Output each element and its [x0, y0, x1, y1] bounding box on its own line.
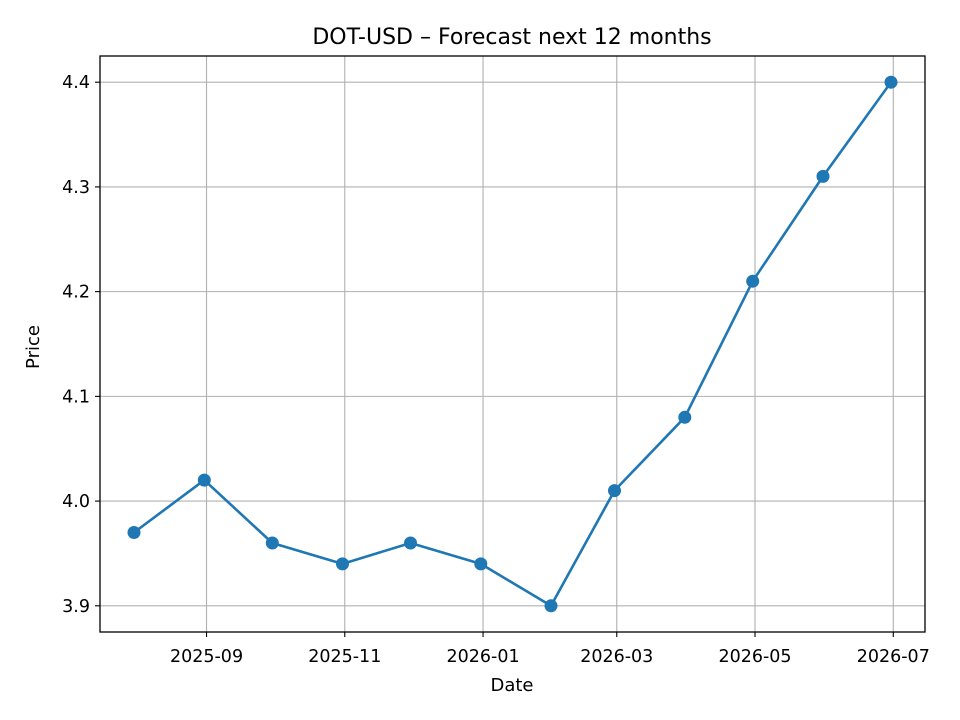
- y-tick-label: 4.3: [62, 178, 90, 198]
- plot-frame: [99, 55, 926, 633]
- x-axis-label: Date: [490, 675, 533, 696]
- data-point: [197, 473, 211, 487]
- x-tick-label: 2026-03: [580, 647, 653, 667]
- x-tick-label: 2026-07: [857, 647, 930, 667]
- data-point: [816, 169, 830, 183]
- x-tick-label: 2025-11: [308, 647, 381, 667]
- x-tick-label: 2026-01: [446, 647, 519, 667]
- y-tick-label: 4.1: [62, 387, 90, 407]
- data-point: [746, 274, 760, 288]
- x-tick-label: 2025-09: [170, 647, 243, 667]
- series-layer: [127, 75, 898, 613]
- y-tick-label: 4.2: [62, 283, 90, 303]
- x-tick-label: 2026-05: [718, 647, 791, 667]
- data-point: [608, 484, 621, 498]
- y-axis-label: Price: [23, 325, 44, 369]
- x-axis: 2025-09 2025-11 2026-01 2026-03 2026-05 2026-…: [170, 632, 930, 667]
- grid: [100, 56, 925, 632]
- data-point: [884, 75, 898, 89]
- chart-title: DOT-USD – Forecast next 12 months: [312, 25, 711, 50]
- data-point: [127, 526, 141, 539]
- y-tick-label: 4.4: [62, 73, 90, 93]
- data-point: [265, 536, 279, 550]
- data-point: [474, 557, 488, 571]
- data-point: [404, 536, 417, 550]
- data-point: [544, 599, 558, 613]
- series-line: [133, 81, 893, 608]
- y-axis: 3.9 4.0 4.1 4.2 4.3 4.4: [62, 73, 100, 617]
- data-point: [678, 410, 692, 424]
- y-tick-label: 4.0: [62, 492, 90, 512]
- data-point: [336, 557, 349, 571]
- y-tick-label: 3.9: [62, 597, 90, 617]
